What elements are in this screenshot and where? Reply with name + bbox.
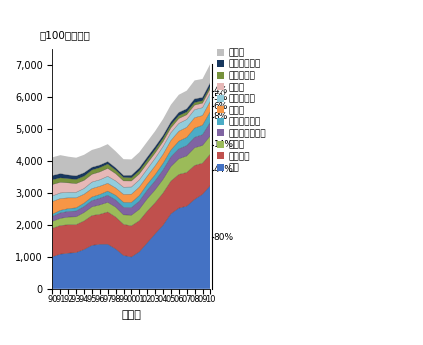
Text: 5%: 5% xyxy=(214,92,228,101)
Text: 44%: 44% xyxy=(214,165,233,174)
Legend: その他, カザフスタン, ポーランド, ドイツ, 南アフリカ, ロシア, インドネシア, オーストラリア, インド, アメリカ, 中国: その他, カザフスタン, ポーランド, ドイツ, 南アフリカ, ロシア, インド… xyxy=(214,45,269,176)
Text: 14%: 14% xyxy=(214,140,233,149)
Text: 80%: 80% xyxy=(214,233,233,241)
Text: 4%: 4% xyxy=(214,86,228,95)
Text: （100万トン）: （100万トン） xyxy=(40,30,91,40)
X-axis label: （年）: （年） xyxy=(121,310,141,320)
Text: 8%: 8% xyxy=(214,112,228,121)
Text: 6%: 6% xyxy=(214,102,228,111)
